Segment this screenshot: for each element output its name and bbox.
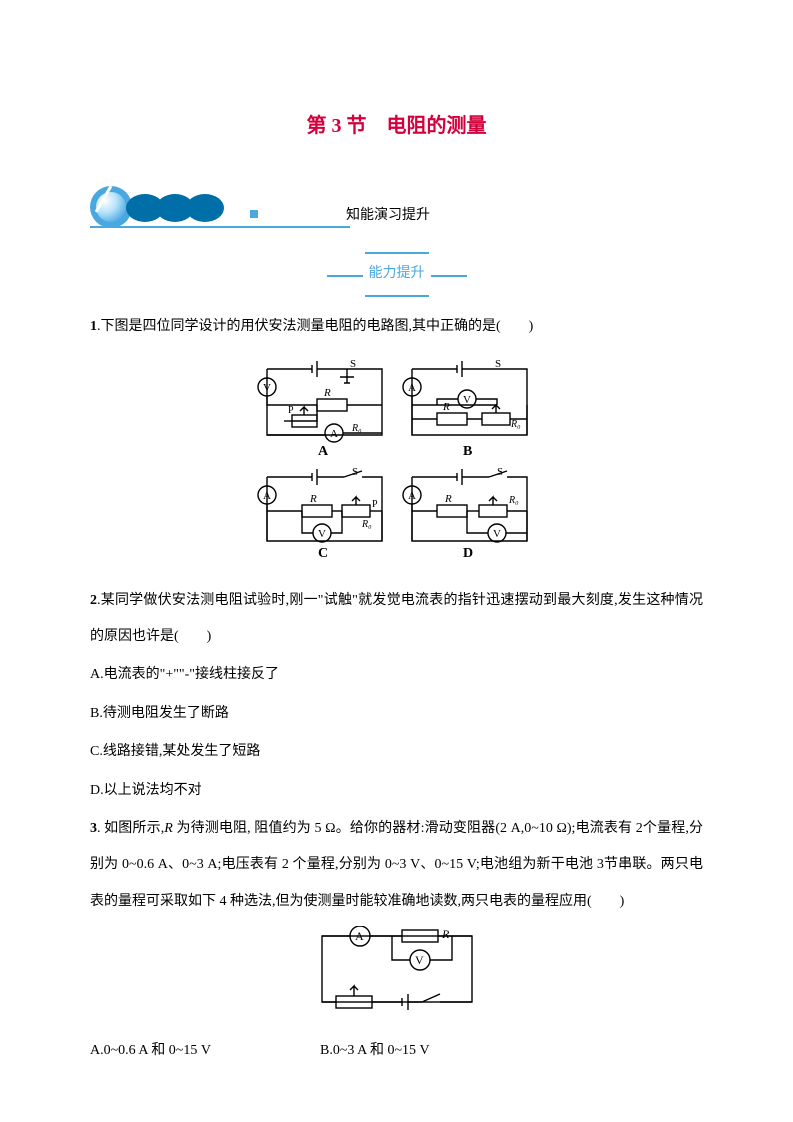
q3-options-row: A.0~0.6 A 和 0~15 V B.0~3 A 和 0~15 V: [90, 1033, 703, 1071]
q3-text-b: 为待测电阻, 阻值约为 5 Ω。给你的器材:滑动变阻器(2 A,0~10 Ω);…: [90, 821, 703, 909]
question-3: 3. 如图所示,R 为待测电阻, 阻值约为 5 Ω。给你的器材:滑动变阻器(2 …: [90, 811, 703, 920]
section-label: 能力提升: [365, 252, 429, 296]
square-icon: [250, 210, 258, 218]
question-1: 1.下图是四位同学设计的用伏安法测量电阻的电路图,其中正确的是( ): [90, 309, 703, 345]
svg-text:S: S: [495, 358, 501, 370]
svg-text:A: A: [318, 444, 329, 459]
svg-text:A: A: [263, 490, 271, 502]
svg-text:V: V: [318, 528, 326, 540]
q3-r-symbol: R: [164, 821, 173, 836]
svg-text:D: D: [463, 546, 473, 561]
q1-number: 1: [90, 319, 97, 334]
q3-option-b: B.0~3 A 和 0~15 V: [320, 1033, 430, 1069]
svg-text:V: V: [263, 382, 271, 394]
svg-text:V: V: [493, 528, 501, 540]
svg-text:B: B: [463, 444, 472, 459]
section-heading: 能力提升: [90, 252, 703, 296]
q2-option-d: D.以上说法均不对: [90, 773, 703, 809]
svg-text:R: R: [309, 493, 317, 505]
page-title: 第 3 节 电阻的测量: [90, 100, 703, 152]
banner-label: 知能演习提升: [346, 180, 430, 234]
q1-diagram: S V R P A R₀ A S A V R: [90, 351, 703, 576]
svg-text:R₀: R₀: [510, 419, 521, 430]
svg-text:V: V: [463, 394, 471, 406]
svg-text:P: P: [288, 405, 294, 416]
q3-circuit-icon: A R V: [312, 926, 482, 1012]
svg-text:P: P: [372, 499, 378, 510]
q1-text: .下图是四位同学设计的用伏安法测量电阻的电路图,其中正确的是( ): [97, 319, 533, 334]
svg-text:R: R: [442, 401, 450, 413]
chain-icon: [186, 194, 224, 222]
q2-option-b: B.待测电阻发生了断路: [90, 696, 703, 732]
circuit-grid-icon: S V R P A R₀ A S A V R: [252, 351, 542, 561]
svg-text:S: S: [350, 358, 356, 370]
svg-text:R: R: [441, 927, 450, 941]
svg-text:A: A: [408, 490, 416, 502]
q2-text: .某同学做伏安法测电阻试验时,刚一"试触"就发觉电流表的指针迅速摆动到最大刻度,…: [90, 593, 703, 644]
svg-text:A: A: [408, 382, 416, 394]
svg-text:C: C: [318, 546, 328, 561]
q2-number: 2: [90, 593, 97, 608]
svg-text:V: V: [415, 953, 424, 967]
banner: 知能演习提升: [90, 180, 703, 234]
q2-option-c: C.线路接错,某处发生了短路: [90, 734, 703, 770]
svg-text:A: A: [330, 428, 338, 440]
question-2: 2.某同学做伏安法测电阻试验时,刚一"试触"就发觉电流表的指针迅速摆动到最大刻度…: [90, 583, 703, 656]
q3-number: 3: [90, 821, 97, 836]
q3-text-a: . 如图所示,: [97, 821, 164, 836]
svg-text:R: R: [323, 387, 331, 399]
svg-text:R: R: [444, 493, 452, 505]
line-icon: [90, 226, 350, 228]
svg-text:R₀: R₀: [361, 519, 372, 530]
q3-option-a: A.0~0.6 A 和 0~15 V: [90, 1033, 320, 1069]
svg-text:A: A: [355, 929, 364, 943]
q2-option-a: A.电流表的"+""-"接线柱接反了: [90, 657, 703, 693]
svg-text:R₀: R₀: [508, 495, 519, 506]
banner-graphic: [90, 186, 350, 228]
q3-diagram: A R V: [90, 926, 703, 1027]
